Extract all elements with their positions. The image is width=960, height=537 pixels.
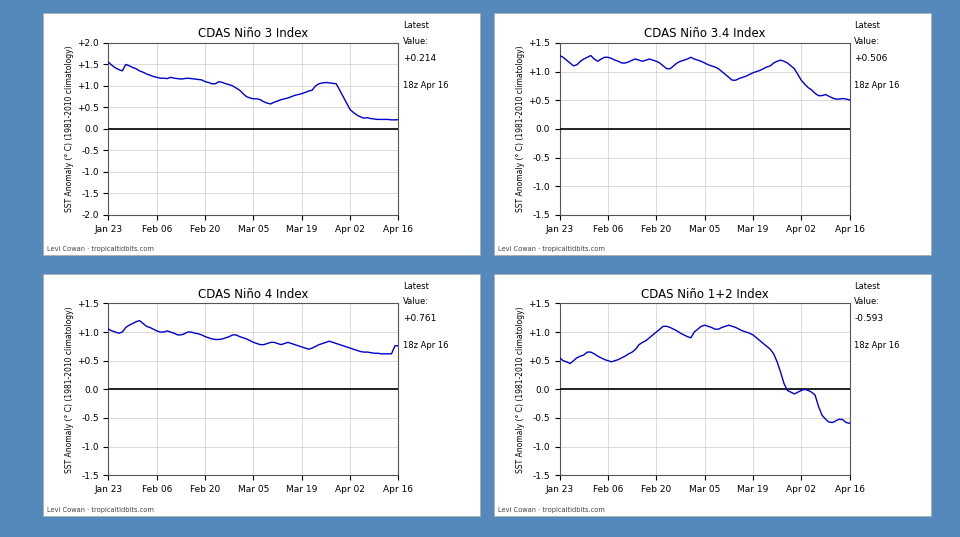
Y-axis label: SST Anomaly (° C) (1981-2010 climatology): SST Anomaly (° C) (1981-2010 climatology… [65,306,74,473]
Title: CDAS Niño 4 Index: CDAS Niño 4 Index [199,288,308,301]
Y-axis label: SST Anomaly (° C) (1981-2010 climatology): SST Anomaly (° C) (1981-2010 climatology… [516,306,525,473]
Y-axis label: SST Anomaly (° C) (1981-2010 climatology): SST Anomaly (° C) (1981-2010 climatology… [516,46,525,212]
Text: 18z Apr 16: 18z Apr 16 [854,81,900,90]
Text: Value:: Value: [854,297,880,306]
Text: 18z Apr 16: 18z Apr 16 [854,341,900,350]
Text: Latest: Latest [403,282,429,291]
Text: +0.214: +0.214 [403,54,437,63]
Title: CDAS Niño 1+2 Index: CDAS Niño 1+2 Index [640,288,769,301]
Title: CDAS Niño 3.4 Index: CDAS Niño 3.4 Index [644,27,765,40]
Text: Value:: Value: [403,297,429,306]
Text: Latest: Latest [403,21,429,31]
Text: +0.761: +0.761 [403,314,437,323]
Text: Levi Cowan · tropicaltidbits.com: Levi Cowan · tropicaltidbits.com [498,246,605,252]
Title: CDAS Niño 3 Index: CDAS Niño 3 Index [199,27,308,40]
Text: +0.506: +0.506 [854,54,888,63]
Text: 18z Apr 16: 18z Apr 16 [403,341,448,350]
Text: Levi Cowan · tropicaltidbits.com: Levi Cowan · tropicaltidbits.com [47,507,154,513]
Text: Levi Cowan · tropicaltidbits.com: Levi Cowan · tropicaltidbits.com [498,507,605,513]
Text: Latest: Latest [854,21,880,31]
Text: Value:: Value: [854,37,880,46]
Text: -0.593: -0.593 [854,314,883,323]
Y-axis label: SST Anomaly (° C) (1981-2010 climatology): SST Anomaly (° C) (1981-2010 climatology… [65,46,74,212]
Text: Latest: Latest [854,282,880,291]
Text: Levi Cowan · tropicaltidbits.com: Levi Cowan · tropicaltidbits.com [47,246,154,252]
Text: 18z Apr 16: 18z Apr 16 [403,81,448,90]
Text: Value:: Value: [403,37,429,46]
